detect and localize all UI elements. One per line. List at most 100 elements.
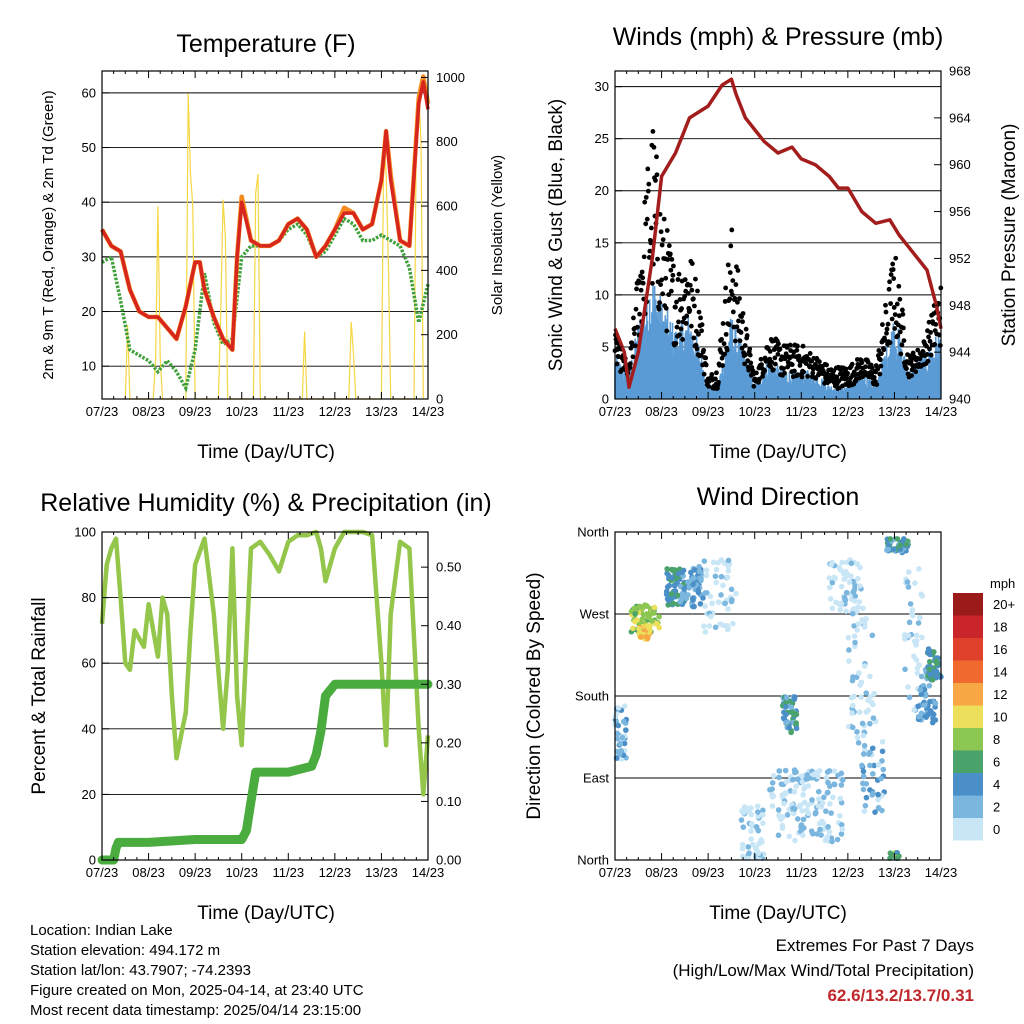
direction-point <box>914 670 921 676</box>
gust-point <box>742 361 748 367</box>
direction-point <box>788 729 794 736</box>
direction-point <box>838 583 845 590</box>
direction-point <box>713 579 719 586</box>
direction-point <box>739 841 746 848</box>
direction-point <box>706 623 713 629</box>
direction-points <box>612 536 944 861</box>
gust-point <box>875 366 881 372</box>
direction-point <box>665 602 671 608</box>
gust-point <box>671 263 676 269</box>
gust-point <box>687 282 693 288</box>
precipitation-line <box>97 679 433 865</box>
extremes-box: Extremes For Past 7 Days (High/Low/Max W… <box>673 933 974 1008</box>
gust-point <box>896 283 902 289</box>
x-tick-label: 10/23 <box>738 404 771 419</box>
direction-point <box>905 632 912 639</box>
direction-point <box>725 606 731 612</box>
direction-point <box>620 718 627 725</box>
gust-point <box>895 333 901 339</box>
direction-point <box>870 715 877 721</box>
legend-swatch <box>953 773 983 796</box>
direction-point <box>918 691 925 698</box>
direction-point <box>814 831 821 837</box>
gust-point <box>730 278 736 284</box>
direction-point <box>870 701 876 708</box>
legend-title: mph <box>990 576 1015 591</box>
legend-label: 18 <box>993 620 1007 635</box>
direction-point <box>718 573 725 580</box>
gust-point <box>813 375 819 381</box>
direction-point <box>827 801 833 807</box>
gust-point <box>646 181 652 187</box>
gust-point <box>937 343 943 348</box>
y-tick-label: 15 <box>595 235 609 250</box>
gust-point <box>926 319 932 325</box>
x-tick-label: 08/23 <box>132 404 165 419</box>
gust-point <box>894 301 900 307</box>
direction-point <box>902 666 908 673</box>
direction-point <box>754 803 761 810</box>
direction-point <box>690 581 696 587</box>
direction-ylabel: Direction (Colored By Speed) <box>524 572 545 819</box>
gust-point <box>830 372 836 378</box>
direction-point <box>615 705 622 711</box>
direction-point <box>855 604 861 611</box>
y-tick-label: 5 <box>602 339 609 354</box>
direction-point <box>656 613 662 620</box>
gust-point <box>634 286 639 292</box>
extremes-title: Extremes For Past 7 Days <box>775 936 974 955</box>
gust-point <box>748 360 754 366</box>
y2-tick-label: 964 <box>949 110 971 125</box>
direction-point <box>725 568 732 574</box>
gust-point <box>719 337 724 342</box>
direction-point <box>631 605 638 611</box>
direction-point <box>753 823 760 830</box>
direction-point <box>887 850 894 856</box>
direction-point <box>926 666 933 672</box>
direction-point <box>831 574 838 581</box>
legend-label: 14 <box>993 665 1007 680</box>
gust-point <box>666 243 672 249</box>
gust-point <box>675 277 681 282</box>
gust-point <box>703 355 709 361</box>
direction-point <box>715 559 721 566</box>
direction-point <box>838 770 845 777</box>
gust-point <box>904 366 909 371</box>
direction-point <box>863 709 870 715</box>
direction-point <box>790 810 797 817</box>
direction-point <box>702 603 708 609</box>
direction-point <box>839 826 846 833</box>
direction-point <box>793 769 799 775</box>
legend-swatch <box>953 660 983 683</box>
direction-point <box>905 569 912 575</box>
direction-point <box>911 638 918 645</box>
direction-point <box>826 829 833 835</box>
y2-tick-label: 0.30 <box>436 677 461 692</box>
gust-point <box>627 361 633 367</box>
y-tick-label: 0 <box>602 392 609 407</box>
y2-tick-label: 1000 <box>436 70 465 85</box>
direction-point <box>746 850 752 856</box>
direction-point <box>793 725 800 732</box>
temperature-panel: 07/23 08/23 09/23 10/23 11/23 12/23 13/23 14/23… <box>40 30 506 463</box>
gust-series <box>612 129 944 391</box>
gust-point <box>730 309 736 315</box>
gust-point <box>663 305 669 311</box>
direction-point <box>646 623 653 630</box>
humidity-xlabel: Time (Day/UTC) <box>197 903 335 924</box>
gust-point <box>740 319 745 325</box>
direction-point <box>861 624 868 630</box>
direction-point <box>712 573 719 580</box>
gust-point <box>696 309 702 315</box>
y-tick-label: 20 <box>82 787 96 802</box>
direction-point <box>841 576 848 582</box>
direction-point <box>720 622 727 629</box>
direction-point <box>760 807 766 814</box>
x-tick-label: 10/23 <box>225 404 258 419</box>
gust-point <box>651 144 657 150</box>
legend-label: 16 <box>993 642 1007 657</box>
gust-point <box>844 375 849 381</box>
gust-point <box>744 333 750 338</box>
direction-point <box>769 780 776 786</box>
direction-point <box>857 682 863 688</box>
